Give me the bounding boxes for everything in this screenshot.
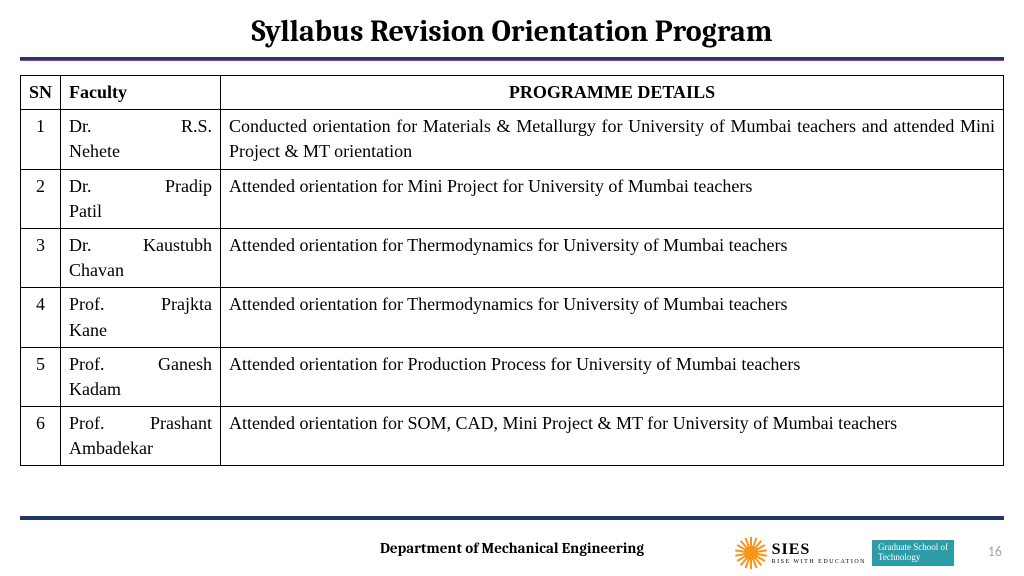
cell-sn: 4	[21, 288, 61, 347]
cell-details: Attended orientation for SOM, CAD, Mini …	[221, 407, 1004, 466]
cell-details: Attended orientation for Thermodynamics …	[221, 288, 1004, 347]
page-number: 16	[988, 543, 1002, 560]
cell-details: Attended orientation for Thermodynamics …	[221, 228, 1004, 287]
table-row: 1Dr. R.S.NeheteConducted orientation for…	[21, 110, 1004, 169]
logo-box-line2: Technology	[878, 552, 920, 562]
col-details: PROGRAMME DETAILS	[221, 76, 1004, 110]
sies-logo: SIES RISE WITH EDUCATION Graduate School…	[734, 536, 954, 570]
footer-department: Department of Mechanical Engineering	[380, 539, 644, 557]
logo-main-text: SIES	[772, 541, 866, 559]
col-sn: SN	[21, 76, 61, 110]
col-faculty: Faculty	[61, 76, 221, 110]
logo-box-line1: Graduate School of	[878, 542, 948, 552]
table-row: 6Prof. PrashantAmbadekarAttended orienta…	[21, 407, 1004, 466]
cell-faculty: Dr. KaustubhChavan	[61, 228, 221, 287]
table-row: 2Dr. PradipPatilAttended orientation for…	[21, 169, 1004, 228]
cell-sn: 2	[21, 169, 61, 228]
cell-faculty: Dr. R.S.Nehete	[61, 110, 221, 169]
programme-table: SN Faculty PROGRAMME DETAILS 1Dr. R.S.Ne…	[20, 75, 1004, 466]
table-row: 3Dr. KaustubhChavanAttended orientation …	[21, 228, 1004, 287]
cell-faculty: Prof. PrashantAmbadekar	[61, 407, 221, 466]
table-container: SN Faculty PROGRAMME DETAILS 1Dr. R.S.Ne…	[0, 61, 1024, 466]
table-row: 5Prof. GaneshKadamAttended orientation f…	[21, 347, 1004, 406]
logo-box: Graduate School of Technology	[872, 540, 954, 566]
cell-faculty: Prof. GaneshKadam	[61, 347, 221, 406]
cell-details: Attended orientation for Production Proc…	[221, 347, 1004, 406]
cell-sn: 5	[21, 347, 61, 406]
cell-details: Conducted orientation for Materials & Me…	[221, 110, 1004, 169]
cell-sn: 1	[21, 110, 61, 169]
logo-tagline: RISE WITH EDUCATION	[772, 559, 866, 565]
cell-sn: 3	[21, 228, 61, 287]
table-header-row: SN Faculty PROGRAMME DETAILS	[21, 76, 1004, 110]
table-row: 4Prof. PrajktaKaneAttended orientation f…	[21, 288, 1004, 347]
cell-sn: 6	[21, 407, 61, 466]
page-title: Syllabus Revision Orientation Program	[0, 0, 1024, 57]
cell-faculty: Prof. PrajktaKane	[61, 288, 221, 347]
sun-icon	[734, 536, 768, 570]
cell-faculty: Dr. PradipPatil	[61, 169, 221, 228]
cell-details: Attended orientation for Mini Project fo…	[221, 169, 1004, 228]
